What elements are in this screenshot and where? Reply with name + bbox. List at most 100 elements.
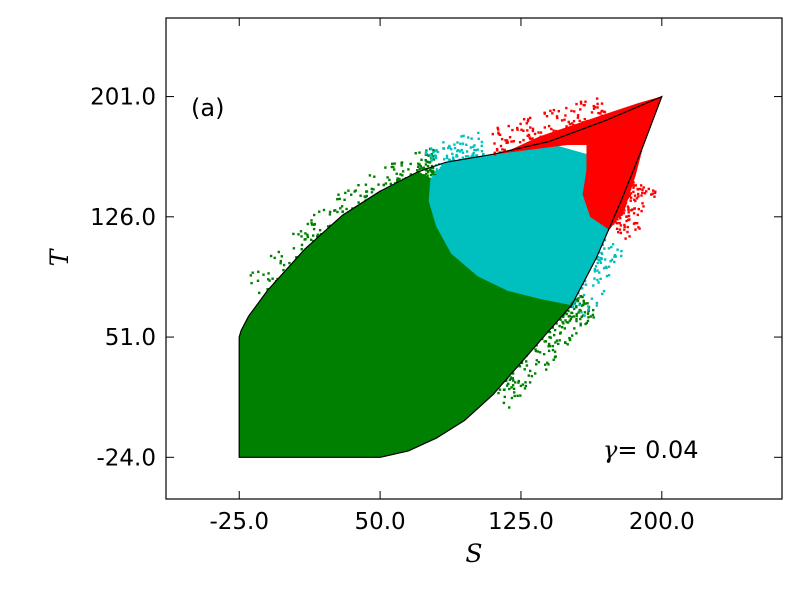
scatter-point <box>510 386 513 389</box>
scatter-point <box>614 255 617 258</box>
scatter-point <box>552 129 555 132</box>
gamma-symbol: γ <box>603 436 618 464</box>
scatter-point <box>303 238 306 241</box>
scatter-point <box>575 317 578 321</box>
scatter-point <box>525 364 529 367</box>
scatter-point <box>549 324 552 327</box>
scatter-point <box>640 209 643 213</box>
scatter-point <box>558 316 561 319</box>
scatter-point <box>277 250 280 254</box>
scatter-point <box>559 318 562 321</box>
scatter-point <box>304 254 307 257</box>
scatter-point <box>584 100 587 103</box>
scatter-point <box>462 134 465 138</box>
scatter-point <box>538 351 542 354</box>
scatter-point <box>428 161 431 164</box>
scatter-point <box>638 187 642 191</box>
scatter-point <box>425 172 428 176</box>
scatter-point <box>505 141 508 144</box>
scatter-point <box>292 247 296 250</box>
scatter-point <box>577 311 580 314</box>
scatter-point <box>443 164 446 168</box>
scatter-point <box>570 315 573 319</box>
scatter-point <box>535 359 538 362</box>
scatter-point <box>652 189 655 192</box>
scatter-point <box>420 167 424 170</box>
scatter-point <box>408 181 411 184</box>
scatter-point <box>435 168 439 171</box>
scatter-point <box>513 391 516 394</box>
scatter-point <box>456 155 459 158</box>
scatter-point <box>416 165 420 168</box>
scatter-point <box>560 326 564 329</box>
scatter-point <box>442 147 445 150</box>
scatter-point <box>607 274 611 277</box>
scatter-point <box>518 365 522 368</box>
scatter-point <box>361 207 364 211</box>
scatter-point <box>341 210 344 214</box>
scatter-point <box>430 157 434 160</box>
scatter-point <box>481 157 484 160</box>
scatter-point <box>470 158 474 162</box>
scatter-point <box>556 116 559 120</box>
scatter-point <box>642 186 645 189</box>
scatter-point <box>432 155 435 158</box>
scatter-point <box>370 187 373 191</box>
scatter-point <box>615 213 619 216</box>
scatter-point <box>328 213 332 216</box>
scatter-point <box>534 348 537 351</box>
scatter-point <box>505 384 509 387</box>
scatter-point <box>576 290 579 293</box>
scatter-point <box>633 207 636 210</box>
scatter-point <box>476 148 479 151</box>
scatter-point <box>575 319 578 323</box>
scatter-point <box>555 134 558 137</box>
scatter-point <box>597 120 601 123</box>
scatter-point <box>408 179 411 182</box>
scatter-point <box>568 314 571 318</box>
scatter-point <box>596 261 599 265</box>
scatter-point <box>519 394 522 397</box>
scatter-point <box>475 149 478 152</box>
scatter-point <box>391 188 395 192</box>
scatter-point <box>448 146 451 149</box>
scatter-point <box>510 377 513 380</box>
scatter-point <box>426 165 430 168</box>
scatter-point <box>547 124 551 128</box>
scatter-point <box>512 379 515 382</box>
scatter-point <box>543 126 546 129</box>
scatter-point <box>558 133 561 136</box>
scatter-point <box>618 222 621 225</box>
scatter-point <box>501 148 504 151</box>
scatter-point <box>471 153 474 156</box>
scatter-point <box>559 331 562 334</box>
scatter-point <box>553 328 557 332</box>
scatter-point <box>387 192 390 195</box>
scatter-point <box>337 193 340 196</box>
scatter-point <box>599 120 602 123</box>
scatter-point <box>432 151 435 154</box>
scatter-point <box>498 133 502 136</box>
scatter-point <box>517 379 520 383</box>
scatter-point <box>593 267 597 271</box>
scatter-point <box>565 321 568 324</box>
scatter-point <box>251 271 254 274</box>
scatter-point <box>548 344 552 348</box>
scatter-point <box>558 324 561 328</box>
scatter-point <box>616 218 619 221</box>
scatter-point <box>623 209 626 212</box>
scatter-point <box>313 222 316 226</box>
scatter-point <box>447 158 451 161</box>
scatter-point <box>498 388 502 391</box>
scatter-point <box>493 142 496 145</box>
scatter-point <box>316 233 320 236</box>
scatter-point <box>386 176 389 179</box>
scatter-point <box>575 314 578 318</box>
scatter-point <box>594 265 598 268</box>
scatter-point <box>558 339 561 342</box>
scatter-point <box>545 115 549 118</box>
scatter-point <box>470 137 473 140</box>
scatter-point <box>527 351 530 354</box>
scatter-point <box>561 320 564 324</box>
scatter-point <box>547 363 550 366</box>
